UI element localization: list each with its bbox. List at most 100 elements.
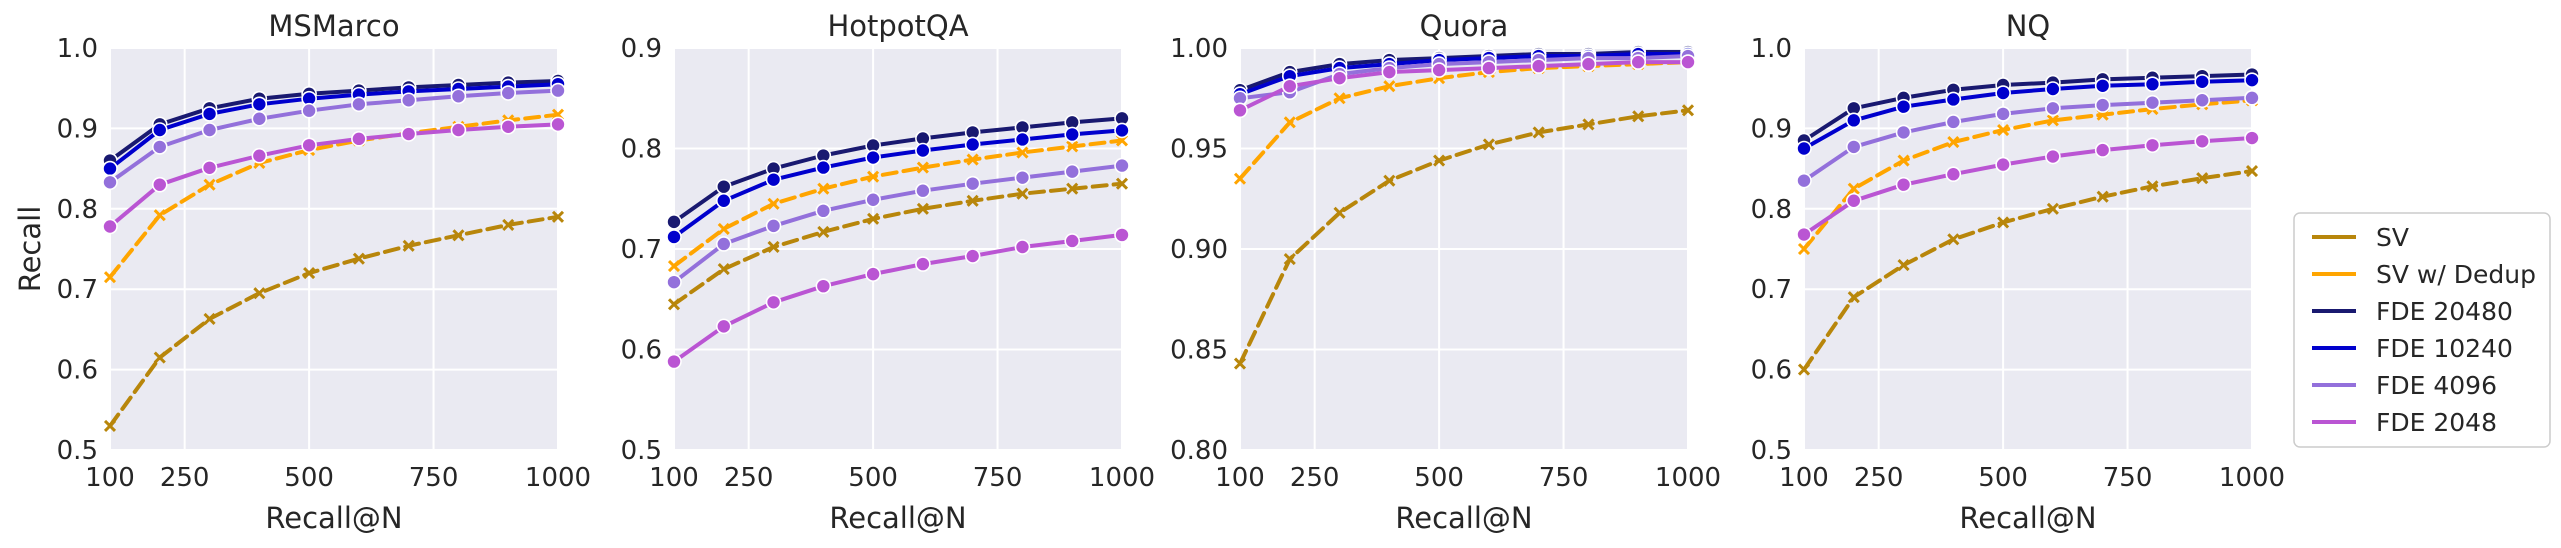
y-tick-label: 0.6 <box>57 356 98 386</box>
y-tick-label: 0.9 <box>621 34 662 64</box>
data-point <box>666 214 682 230</box>
data-point <box>1016 146 1029 159</box>
data-point <box>966 153 979 166</box>
data-point <box>1530 58 1547 74</box>
legend-entry-sv-w-dedup: SV w/ Dedup <box>2312 260 2536 289</box>
y-tick-label: 0.9 <box>1751 114 1792 144</box>
data-point <box>151 139 168 155</box>
data-point <box>1680 54 1696 70</box>
data-point <box>400 126 417 142</box>
series-line-fde-4096 <box>672 163 1124 285</box>
series-line-sv-w-dedup <box>1802 98 2254 251</box>
panel-title: HotpotQA <box>827 9 968 43</box>
y-tick-label: 0.5 <box>621 436 662 466</box>
x-tick-label: 100 <box>649 463 699 493</box>
x-tick-label: 250 <box>724 463 774 493</box>
legend-entry-fde-2048: FDE 2048 <box>2312 408 2497 437</box>
data-point <box>151 176 168 193</box>
panel-title: MSMarco <box>268 9 399 43</box>
series-line-fde-4096 <box>108 88 560 185</box>
data-point <box>1333 206 1346 219</box>
data-point <box>502 218 515 231</box>
data-point <box>1995 106 2011 122</box>
data-point <box>1945 91 1962 108</box>
data-point <box>666 274 682 290</box>
y-tick-label: 0.85 <box>1170 336 1228 366</box>
panel-title: NQ <box>2006 9 2051 43</box>
data-point <box>2245 164 2259 178</box>
series-line-fde-4096 <box>1802 95 2254 183</box>
data-point <box>2194 133 2211 150</box>
data-point <box>2094 97 2111 113</box>
series-line-fde-10240 <box>672 128 1124 239</box>
legend-label: FDE 20480 <box>2376 297 2513 326</box>
data-point <box>1845 192 1862 209</box>
legend-entry-fde-10240: FDE 10240 <box>2312 334 2513 363</box>
data-point <box>1797 242 1811 256</box>
data-point <box>301 102 317 119</box>
legend-entry-sv: SV <box>2312 223 2409 252</box>
data-point <box>1995 85 2011 101</box>
data-point <box>865 266 881 282</box>
series-line-fde-10240 <box>108 82 560 171</box>
data-point <box>717 222 730 235</box>
series-line-fde-2048 <box>672 232 1124 364</box>
y-tick-label: 1.0 <box>57 34 98 64</box>
data-point <box>915 256 931 272</box>
data-point <box>1115 177 1129 190</box>
data-point <box>1997 123 2010 137</box>
data-point <box>151 122 168 138</box>
data-point <box>1281 78 1298 94</box>
data-point <box>2144 94 2161 111</box>
series-fde-4096 <box>102 82 566 191</box>
y-tick-label: 1.0 <box>1751 34 1792 64</box>
panel-quora: 0.80 0.85 0.90 0.95 1.00 100 250 500 750 1000 Quor… <box>1170 9 1721 535</box>
data-point <box>865 191 881 208</box>
data-point <box>964 175 981 192</box>
data-point <box>1945 114 1962 130</box>
data-point <box>2046 202 2059 215</box>
x-axis-label: Recall@N <box>265 501 402 535</box>
data-point <box>2096 190 2109 203</box>
data-point <box>251 147 268 164</box>
y-tick-label: 0.8 <box>621 135 662 165</box>
x-tick-label: 250 <box>1290 463 1340 493</box>
data-point <box>964 136 981 153</box>
data-point <box>717 263 730 276</box>
series-fde-10240 <box>666 122 1130 245</box>
data-point <box>667 298 681 311</box>
y-tick-label: 0.7 <box>621 235 662 265</box>
data-point <box>964 248 981 264</box>
y-tick-label: 0.8 <box>57 195 98 225</box>
legend-label: SV w/ Dedup <box>2376 260 2536 289</box>
x-tick-label: 1000 <box>1655 463 1721 493</box>
data-point <box>2094 77 2111 94</box>
data-point <box>551 210 565 223</box>
data-point <box>1845 112 1862 129</box>
y-tick-label: 0.6 <box>1751 356 1792 386</box>
data-point <box>402 239 415 252</box>
y-tick-label: 0.6 <box>621 336 662 366</box>
data-point <box>715 318 732 335</box>
series-line-fde-20480 <box>672 116 1124 224</box>
data-point <box>1632 110 1645 123</box>
data-point <box>817 225 830 238</box>
data-point <box>916 202 929 215</box>
x-tick-label: 100 <box>85 463 135 493</box>
data-point <box>1847 182 1860 195</box>
data-point <box>1947 136 1960 149</box>
data-point <box>1381 64 1398 80</box>
data-point <box>1283 116 1296 129</box>
data-point <box>351 96 367 113</box>
legend-entry-fde-20480: FDE 20480 <box>2312 297 2513 326</box>
data-point <box>867 170 880 183</box>
data-point <box>1995 156 2011 173</box>
x-tick-label: 750 <box>973 463 1023 493</box>
series-line-sv <box>108 214 560 428</box>
data-point <box>301 137 317 154</box>
y-tick-label: 0.95 <box>1170 135 1228 165</box>
series-sv <box>667 177 1129 311</box>
data-point <box>1897 259 1910 272</box>
y-tick-label: 0.5 <box>1751 436 1792 466</box>
